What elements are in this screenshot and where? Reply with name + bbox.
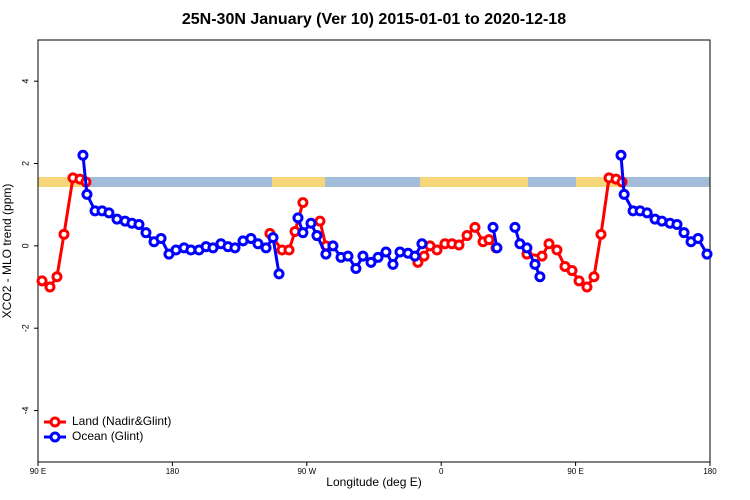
data-point [155,232,167,244]
x-tick-label: 90 E [567,467,583,476]
data-point [229,242,241,254]
data-point [678,227,690,239]
data-point [58,228,70,240]
data-point [245,232,257,244]
x-axis-label: Longitude (deg E) [326,475,421,489]
data-point [487,221,499,233]
data-point [327,240,339,252]
legend-label: Land (Nadir&Glint) [72,414,171,428]
data-point [521,242,533,254]
data-point [267,232,279,244]
legend-label: Ocean (Glint) [72,429,143,443]
data-point [297,227,309,239]
y-tick-label: -2 [20,324,30,332]
data-point [380,246,392,258]
data-point [372,251,384,263]
data-point [566,265,578,277]
data-point [36,275,48,287]
data-point [483,234,495,246]
data-point [305,217,317,229]
data-point [283,244,295,256]
y-tick-label: -4 [20,407,30,415]
data-point [292,212,304,224]
data-point [365,256,377,268]
data-point [260,242,272,254]
data-point [320,248,332,260]
data-point [461,230,473,242]
data-point [140,227,152,239]
data-point [416,238,428,250]
legend-marker [49,431,61,443]
data-point [536,250,548,262]
y-axis-label: XCO2 - MLO trend (ppm) [0,184,14,319]
legend-marker [49,416,61,428]
data-point [581,281,593,293]
plot-frame [37,39,711,463]
data-point [431,244,443,256]
data-point [692,232,704,244]
data-point [387,258,399,270]
data-point [701,248,713,260]
series-line [41,176,623,290]
data-point [350,262,362,274]
x-tick-label: 90 W [297,467,316,476]
data-point [311,230,323,242]
data-point [81,188,93,200]
data-point [297,197,309,209]
data-point [418,250,430,262]
x-tick-label: 180 [166,467,180,476]
data-point [409,250,421,262]
data-point [529,258,541,270]
data-point [551,244,563,256]
data-point [491,242,503,254]
y-tick-label: 2 [20,161,30,166]
y-tick-label: 4 [20,79,30,84]
data-point [357,250,369,262]
data-point [207,242,219,254]
chart-title: 25N-30N January (Ver 10) 2015-01-01 to 2… [182,11,566,28]
data-point [615,149,627,161]
data-point [573,275,585,287]
data-point [534,271,546,283]
data-point [342,250,354,262]
data-point [103,207,115,219]
data-point [509,221,521,233]
data-point [671,218,683,230]
x-tick-label: 180 [703,467,717,476]
x-tick-label: 0 [439,467,444,476]
data-point [595,228,607,240]
data-point [543,238,555,250]
data-point [273,268,285,280]
y-tick-label: 0 [20,243,30,248]
data-point [77,149,89,161]
data-point [588,271,600,283]
data-point [641,207,653,219]
data-point [44,281,56,293]
data-point [618,188,630,200]
data-point [133,218,145,230]
x-tick-label: 90 E [30,467,46,476]
series-line [81,155,709,278]
data-point [51,271,63,283]
data-point [453,239,465,251]
data-point [314,215,326,227]
land-mask-strip [38,177,710,187]
data-point [252,238,264,250]
data-point [469,221,481,233]
